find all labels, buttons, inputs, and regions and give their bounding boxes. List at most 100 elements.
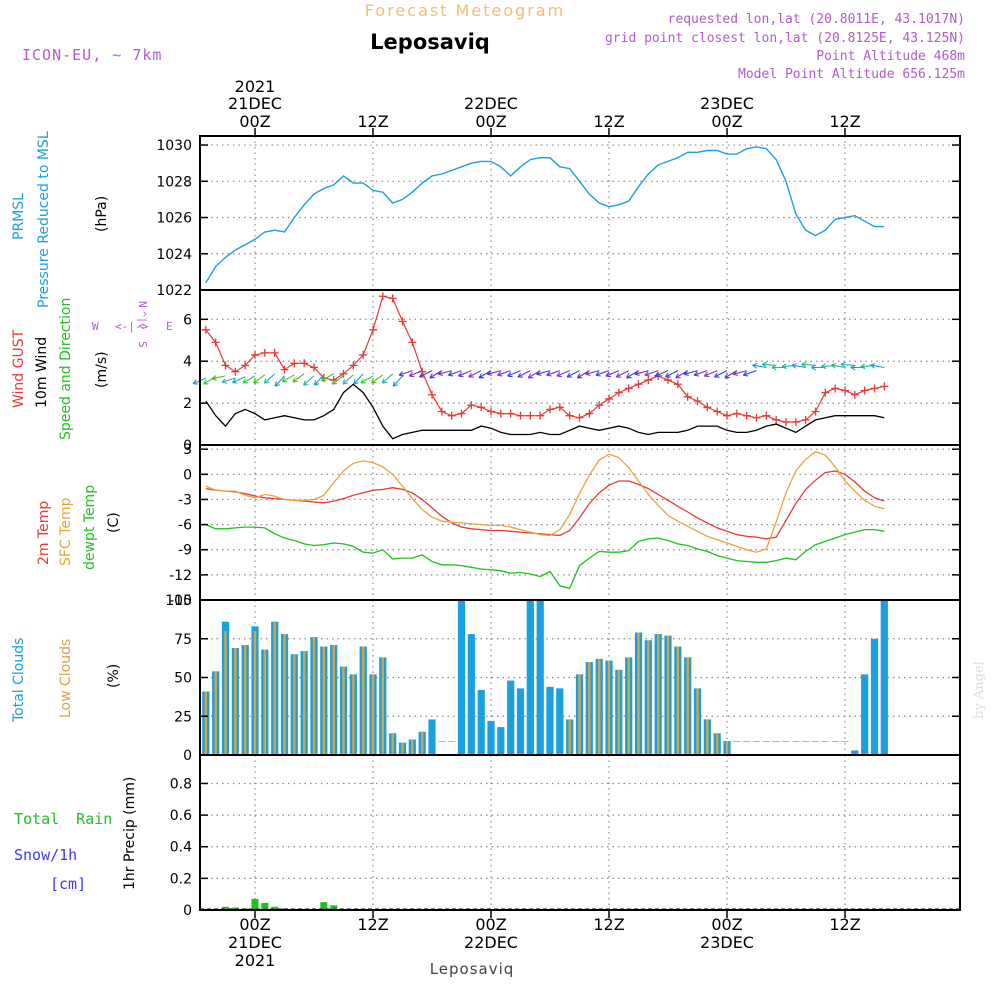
wind-direction-arrow bbox=[507, 370, 521, 378]
low-cloud-bar bbox=[204, 691, 207, 755]
gust-marker bbox=[437, 407, 446, 416]
low-cloud-bar bbox=[666, 635, 670, 755]
low-cloud-bar bbox=[676, 646, 679, 755]
x-label-hour-bottom: 00Z bbox=[239, 915, 270, 934]
wind-direction-arrow bbox=[274, 375, 285, 387]
total-cloud-bar bbox=[507, 680, 515, 755]
x-label-hour-top: 00Z bbox=[475, 112, 506, 131]
gust-marker bbox=[732, 409, 741, 418]
gust-marker bbox=[260, 348, 269, 357]
x-label-date-bottom: 22DEC bbox=[464, 933, 518, 952]
low-cloud-bar bbox=[706, 719, 709, 755]
wind-direction-arrow bbox=[342, 374, 354, 385]
gust-marker bbox=[201, 325, 210, 334]
gust-marker bbox=[506, 409, 515, 418]
gust-marker bbox=[860, 386, 869, 395]
x-label-date-top: 21DEC bbox=[228, 94, 282, 113]
y-tick-label: 2 bbox=[183, 396, 192, 412]
x-label-date-bottom: 21DEC bbox=[228, 933, 282, 952]
x-label-year-bottom: 2021 bbox=[235, 951, 276, 970]
y-tick-label: -12 bbox=[169, 568, 192, 584]
x-label-hour-bottom: 00Z bbox=[711, 915, 742, 934]
y-tick-label: 0.8 bbox=[170, 776, 192, 792]
y-tick-label: 1026 bbox=[156, 211, 192, 227]
compass-w: W bbox=[92, 320, 99, 333]
x-label-date-top: 22DEC bbox=[464, 94, 518, 113]
total-cloud-bar bbox=[802, 741, 810, 742]
gust-marker bbox=[683, 392, 692, 401]
low-cloud-bar bbox=[381, 657, 384, 755]
gust-marker bbox=[270, 348, 279, 357]
t2m-label: 2m Temp bbox=[36, 501, 52, 565]
y-tick-label: 4 bbox=[183, 354, 192, 370]
gust-line bbox=[205, 295, 885, 423]
station-title: Leposaviq bbox=[370, 30, 490, 54]
compass-e: E bbox=[166, 320, 173, 333]
gust-marker bbox=[762, 411, 771, 420]
wind-direction-arrow bbox=[331, 375, 344, 385]
wind-direction-arrow bbox=[634, 370, 649, 376]
x-label-hour-bottom: 12Z bbox=[593, 915, 624, 934]
wind-direction-arrow bbox=[605, 370, 620, 378]
x-label-hour-top: 12Z bbox=[357, 112, 388, 131]
x-label-hour-top: 12Z bbox=[593, 112, 624, 131]
low-cloud-bar bbox=[303, 651, 306, 755]
wind-direction-arrow bbox=[398, 370, 413, 377]
total-cloud-bar bbox=[861, 674, 869, 755]
gust-marker bbox=[447, 411, 456, 420]
wind-direction-arrow bbox=[732, 370, 747, 376]
y-tick-label: 0.2 bbox=[170, 871, 192, 887]
wind-direction-arrow bbox=[457, 370, 472, 378]
rain-bar bbox=[251, 898, 259, 910]
y-tick-label: 75 bbox=[174, 632, 192, 648]
low-cloud-bar bbox=[598, 658, 601, 755]
low-clouds-label: Low Clouds bbox=[58, 639, 74, 718]
gust-marker bbox=[634, 380, 643, 389]
low-cloud-bar bbox=[716, 733, 719, 755]
x-label-year-top: 2021 bbox=[235, 77, 276, 96]
gust-marker bbox=[673, 380, 682, 389]
wind-direction-arrow bbox=[419, 370, 433, 378]
low-cloud-bar bbox=[244, 645, 247, 755]
wind-direction-arrow bbox=[437, 370, 452, 376]
wind-direction-arrow bbox=[724, 370, 738, 379]
low-cloud-bar bbox=[234, 648, 237, 755]
gust-marker bbox=[428, 390, 436, 399]
gust-marker bbox=[496, 409, 505, 418]
y-tick-label: -15 bbox=[169, 593, 192, 609]
total-cloud-bar bbox=[821, 741, 829, 742]
wind-direction-arrow bbox=[447, 370, 462, 377]
total-cloud-bar bbox=[428, 719, 436, 755]
wind-direction-arrow bbox=[675, 370, 688, 379]
y-tick-label: 1024 bbox=[156, 247, 192, 263]
compass-s: S bbox=[136, 341, 149, 348]
compass-n: N bbox=[136, 301, 149, 308]
gust-marker bbox=[782, 417, 790, 426]
total-cloud-bar bbox=[487, 720, 495, 755]
requested-coords: requested lon,lat (20.8011E, 43.1017N) bbox=[668, 12, 965, 27]
rain-bar bbox=[320, 902, 328, 910]
low-cloud-bar bbox=[273, 621, 276, 755]
gust-marker bbox=[231, 367, 240, 376]
total-cloud-bar bbox=[841, 741, 849, 742]
total-cloud-bar bbox=[772, 741, 780, 742]
low-cloud-bar bbox=[214, 671, 217, 755]
rain-bar bbox=[222, 906, 229, 910]
gust-marker bbox=[241, 361, 250, 370]
gust-marker bbox=[457, 409, 466, 418]
gust-label: Wind GUST bbox=[11, 329, 27, 408]
gust-marker bbox=[831, 384, 840, 393]
panel-frame bbox=[199, 444, 961, 601]
total-cloud-bar bbox=[497, 727, 505, 755]
y-tick-label: 0.4 bbox=[170, 840, 192, 856]
low-cloud-bar bbox=[568, 719, 571, 755]
total-cloud-bar bbox=[457, 600, 466, 755]
x-label-hour-top: 12Z bbox=[829, 112, 860, 131]
y-tick-label: 50 bbox=[174, 671, 192, 687]
gust-marker bbox=[555, 403, 564, 412]
wind-direction-arrow bbox=[221, 377, 236, 384]
total-cloud-bar bbox=[526, 600, 534, 755]
y-tick-label: 25 bbox=[174, 709, 192, 725]
low-cloud-bar bbox=[725, 741, 729, 755]
dewpoint-line bbox=[205, 524, 885, 590]
